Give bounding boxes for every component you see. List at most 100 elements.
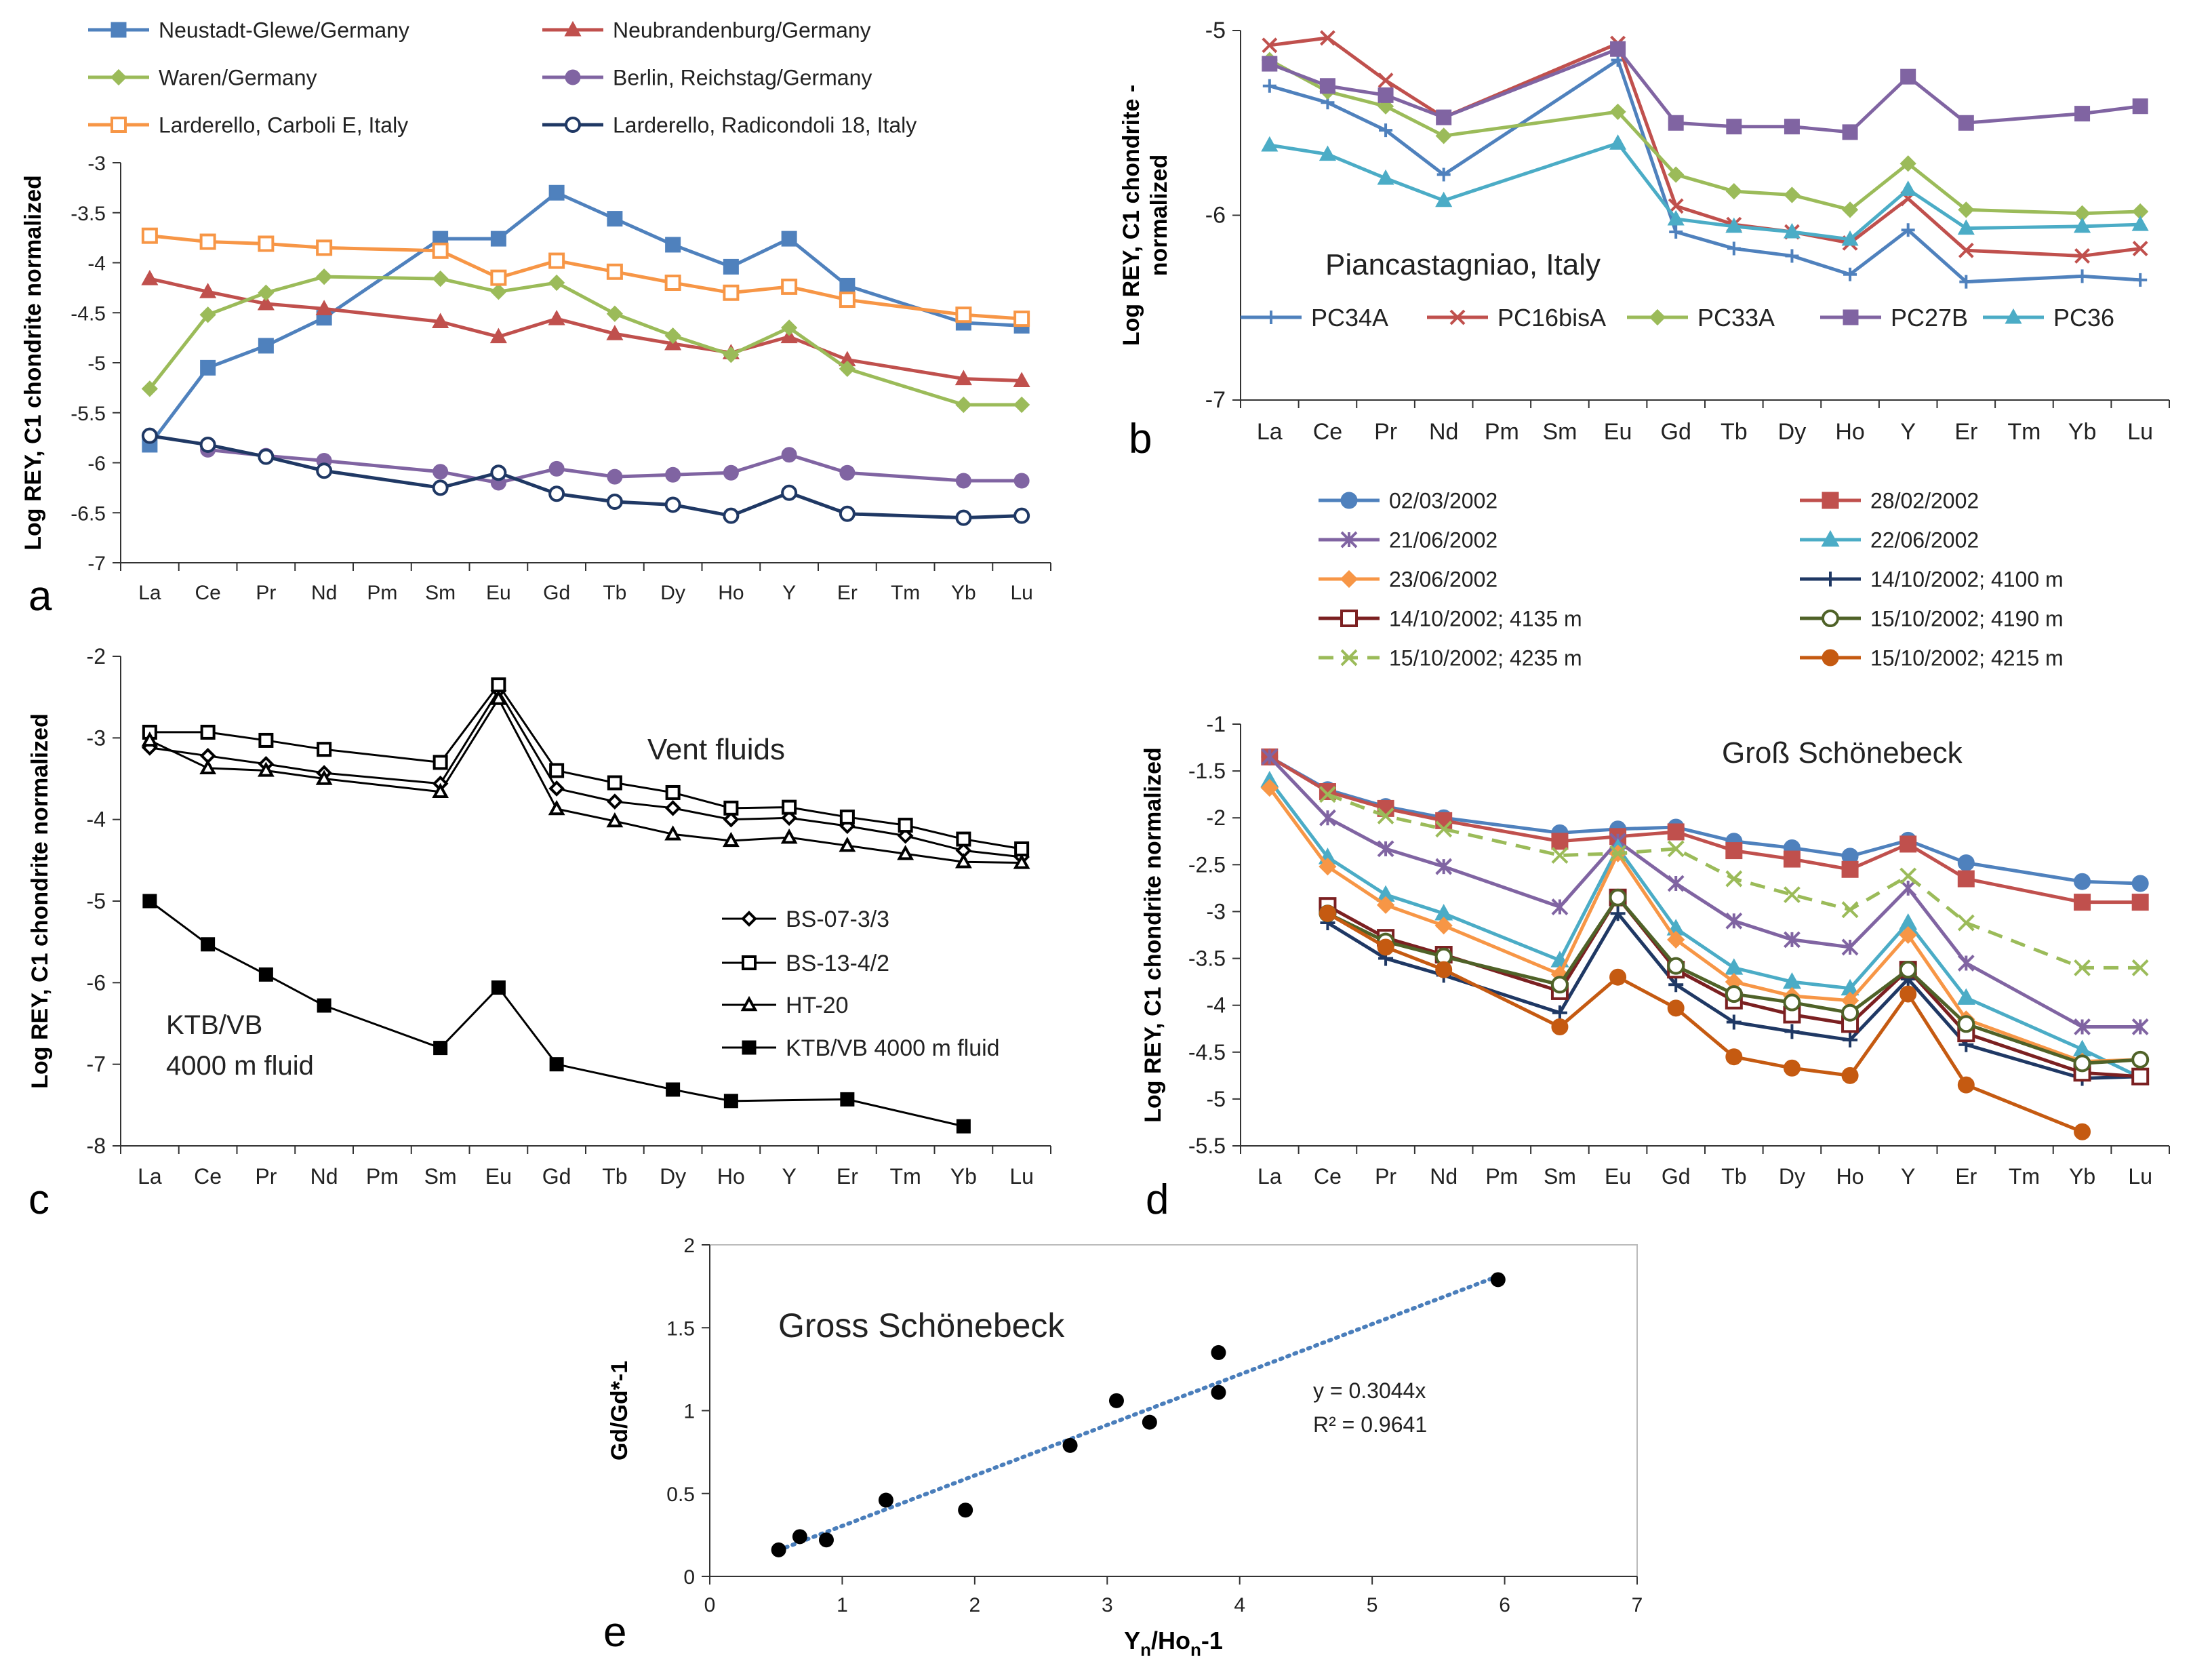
y-tick-label: -5 [87,353,106,375]
data-point [1490,1272,1506,1288]
data-point [1609,134,1627,150]
y-tick-label: -4 [87,808,106,832]
x-tick-label: Dy [1778,419,1807,445]
data-point [1550,976,1569,994]
data-point [1610,906,1626,921]
data-point [1899,925,1917,944]
legend-label: BS-13-4/2 [786,951,889,976]
data-point [257,761,275,777]
x-tick-label: Y [782,1164,796,1189]
data-point [2131,894,2149,911]
y-tick-label: -6 [1205,203,1226,228]
legend-marker [1264,311,1278,324]
data-point [723,811,740,828]
annotation: Vent fluids [647,733,785,766]
data-point [1957,955,1975,972]
data-point [1013,311,1030,327]
data-point [2131,1050,2150,1069]
legend-marker [565,69,581,85]
data-point [607,793,623,810]
data-point [1668,977,1684,993]
data-point [1843,267,1857,281]
data-point [1435,858,1453,875]
y-axis-label: Log REY, C1 chondrite -normalized [1119,85,1172,346]
y-tick-label: -6 [87,453,106,475]
data-point [1725,985,1743,1003]
data-point [2074,894,2091,911]
data-point [2074,1123,2091,1140]
y-tick-label: -5.5 [1188,1134,1226,1158]
legend-marker [1822,610,1839,627]
data-point [490,269,507,286]
data-point [1062,1437,1078,1453]
data-point [1262,37,1278,54]
legend-label: PC27B [1891,304,1968,332]
data-point [1211,1385,1226,1400]
data-point [1609,845,1626,862]
x-tick-label: Er [1955,1164,1977,1189]
y-tick-label: -3 [87,725,106,750]
x-tick-label: Pr [1375,1164,1396,1189]
y-tick-label: -3 [1207,899,1226,923]
chart-panel-e: 0 0.5 1 1.5 2 0 1 2 3 4 5 6 7 Gross Schönebeck y = 0.3… [607,1235,1643,1660]
data-point [2131,875,2149,892]
x-tick-label: La [1257,419,1283,445]
legend-marker [565,117,581,133]
data-point [1013,507,1030,524]
data-point [1667,999,1685,1017]
data-point [955,396,972,414]
data-point [548,799,565,816]
data-point [840,1092,855,1107]
y-tick-label: -8 [87,1134,106,1158]
legend-marker [741,911,757,927]
data-point [1958,242,1974,258]
x-tick-label: La [1258,1164,1282,1189]
annotation: Piancastagniao, Italy [1325,248,1601,281]
data-point [1958,115,1974,131]
legend-marker [1649,308,1666,326]
data-point [1725,912,1743,930]
data-point [723,1094,738,1109]
legend-marker [110,117,127,133]
data-point [141,380,158,397]
data-point [839,505,856,522]
data-point [199,306,216,323]
data-point [490,464,507,481]
data-point [606,494,623,511]
data-point [839,360,856,377]
x-tick-label: Tm [2009,1164,2040,1189]
x-tick-label: Sm [424,1164,457,1189]
y-tick-label: -5 [1207,1087,1226,1111]
data-point [1378,73,1394,88]
data-point [490,283,507,300]
data-point [780,829,798,844]
data-point [1668,115,1684,131]
data-point [1667,210,1685,226]
x-tick-label: Ce [194,1164,222,1189]
legend-label: PC34A [1311,304,1388,332]
data-point [1726,119,1742,135]
data-point [1378,87,1394,103]
data-point [1435,191,1453,207]
data-point [780,327,798,344]
data-point [1725,1048,1743,1066]
data-point [1841,230,1859,246]
data-point [723,258,739,275]
legend-marker [1823,572,1838,586]
x-tick-label: Sm [1542,419,1577,445]
y-tick-label: -7 [1205,387,1226,413]
data-point [199,436,216,453]
data-point [548,780,565,797]
data-point [1013,854,1030,869]
y-axis-label: Gd/Gd*-1 [607,1361,632,1460]
legend-marker [1340,492,1358,509]
legend-label: Larderello, Carboli E, Italy [159,113,408,138]
legend-label: 02/03/2002 [1389,489,1497,513]
x-tick-label: 6 [1499,1594,1510,1616]
panel-letter-b: b [1129,416,1152,462]
x-tick-label: Dy [660,1164,686,1189]
legend-marker [1340,610,1358,627]
legend-marker [1822,492,1839,509]
data-point [1841,1067,1859,1084]
